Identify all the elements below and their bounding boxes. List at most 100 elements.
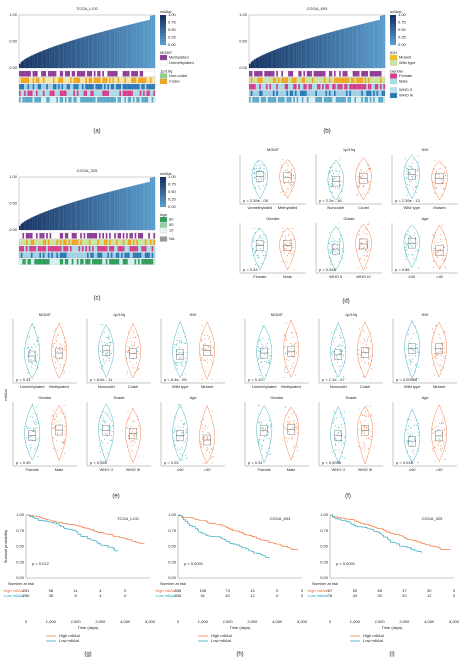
jitter-point <box>136 362 138 364</box>
annotation-cell <box>138 71 140 77</box>
jitter-point <box>363 180 365 182</box>
waterfall-bar <box>53 208 55 230</box>
jitter-point <box>270 424 272 426</box>
jitter-point <box>412 188 414 190</box>
annotation-cell <box>105 239 108 245</box>
jitter-point <box>282 159 284 161</box>
annotation-cell <box>141 233 144 239</box>
annotation-cell <box>255 77 258 83</box>
jitter-point <box>55 367 57 369</box>
annotation-cell <box>27 71 30 77</box>
jitter-point <box>418 431 420 433</box>
jitter-point <box>111 431 113 433</box>
jitter-point <box>368 437 370 439</box>
jitter-point <box>442 188 444 190</box>
annotation-cell <box>274 77 277 83</box>
annotation-cell <box>53 259 55 265</box>
annotation-cell <box>151 233 154 239</box>
annotation-cell <box>131 90 133 96</box>
jitter-point <box>364 246 366 248</box>
jitter-point <box>293 239 295 241</box>
jitter-point <box>407 189 409 191</box>
annotation-cell <box>266 84 268 90</box>
jitter-point <box>328 248 330 250</box>
annotation-cell <box>30 77 33 83</box>
annotation-cell <box>281 90 284 96</box>
annotation-cell <box>97 84 99 90</box>
annotation-cell <box>254 71 256 77</box>
annotation-cell <box>129 259 132 265</box>
jitter-point <box>110 429 112 431</box>
jitter-point <box>205 370 207 372</box>
annotation-cell <box>136 71 139 77</box>
jitter-point <box>292 446 294 448</box>
jitter-point <box>363 361 365 363</box>
annotation-cell <box>144 259 147 265</box>
jitter-point <box>434 183 436 185</box>
violin <box>330 406 347 463</box>
jitter-point <box>269 425 271 427</box>
annotation-cell <box>337 97 340 103</box>
group-label: Male <box>287 467 296 472</box>
annotation-cell <box>98 259 101 265</box>
annotation-cell <box>32 233 35 239</box>
risk-count: 6 <box>74 593 77 598</box>
waterfall-bar <box>296 41 299 68</box>
annotation-cell <box>281 84 284 90</box>
jitter-point <box>333 178 335 180</box>
annotation-cell <box>85 90 88 96</box>
jitter-point <box>179 352 181 354</box>
jitter-point <box>258 351 260 353</box>
jitter-point <box>262 337 264 339</box>
annotation-cell <box>148 71 150 77</box>
p-value: p = 0.012 <box>32 561 50 566</box>
jitter-point <box>36 353 38 355</box>
jitter-point <box>365 233 367 235</box>
annotation-cell <box>98 239 101 245</box>
colorbar-cell <box>160 183 166 187</box>
plot-title: IDH <box>422 147 429 152</box>
legend-swatch <box>389 73 398 79</box>
jitter-point <box>103 417 105 419</box>
annotation-cell <box>284 84 287 90</box>
jitter-point <box>404 246 406 248</box>
waterfall-bar <box>141 183 144 230</box>
violin <box>403 224 420 269</box>
p-value: p = 0.048 <box>319 267 337 272</box>
annotation-cell <box>102 233 105 239</box>
annotation-cell <box>121 77 123 83</box>
jitter-point <box>209 433 211 435</box>
jitter-point <box>444 257 446 259</box>
annotation-cell <box>313 77 316 83</box>
jitter-point <box>341 189 343 191</box>
jitter-point <box>37 422 39 424</box>
jitter-point <box>328 181 330 183</box>
annotation-cell <box>121 90 123 96</box>
jitter-point <box>357 247 359 249</box>
jitter-point <box>338 344 340 346</box>
jitter-point <box>440 167 442 169</box>
risk-count: 0 <box>301 588 304 593</box>
jitter-point <box>102 411 104 413</box>
jitter-point <box>108 328 110 330</box>
violin <box>431 321 447 378</box>
jitter-point <box>406 429 408 431</box>
jitter-point <box>439 185 441 187</box>
annotation-cell <box>93 97 96 103</box>
jitter-point <box>404 241 406 243</box>
violin <box>256 324 273 381</box>
jitter-point <box>366 338 368 340</box>
jitter-point <box>59 364 61 366</box>
annotation-cell <box>139 77 142 83</box>
jitter-point <box>200 441 202 443</box>
jitter-point <box>340 255 342 257</box>
annotation-cell <box>315 71 318 77</box>
annotation-cell <box>127 252 130 258</box>
jitter-point <box>286 429 288 431</box>
risk-group: High m6Aai <box>307 588 328 593</box>
track-frame <box>18 83 156 90</box>
annotation-cell <box>144 77 147 83</box>
jitter-point <box>290 168 292 170</box>
jitter-point <box>369 428 371 430</box>
annotation-cell <box>335 97 338 103</box>
